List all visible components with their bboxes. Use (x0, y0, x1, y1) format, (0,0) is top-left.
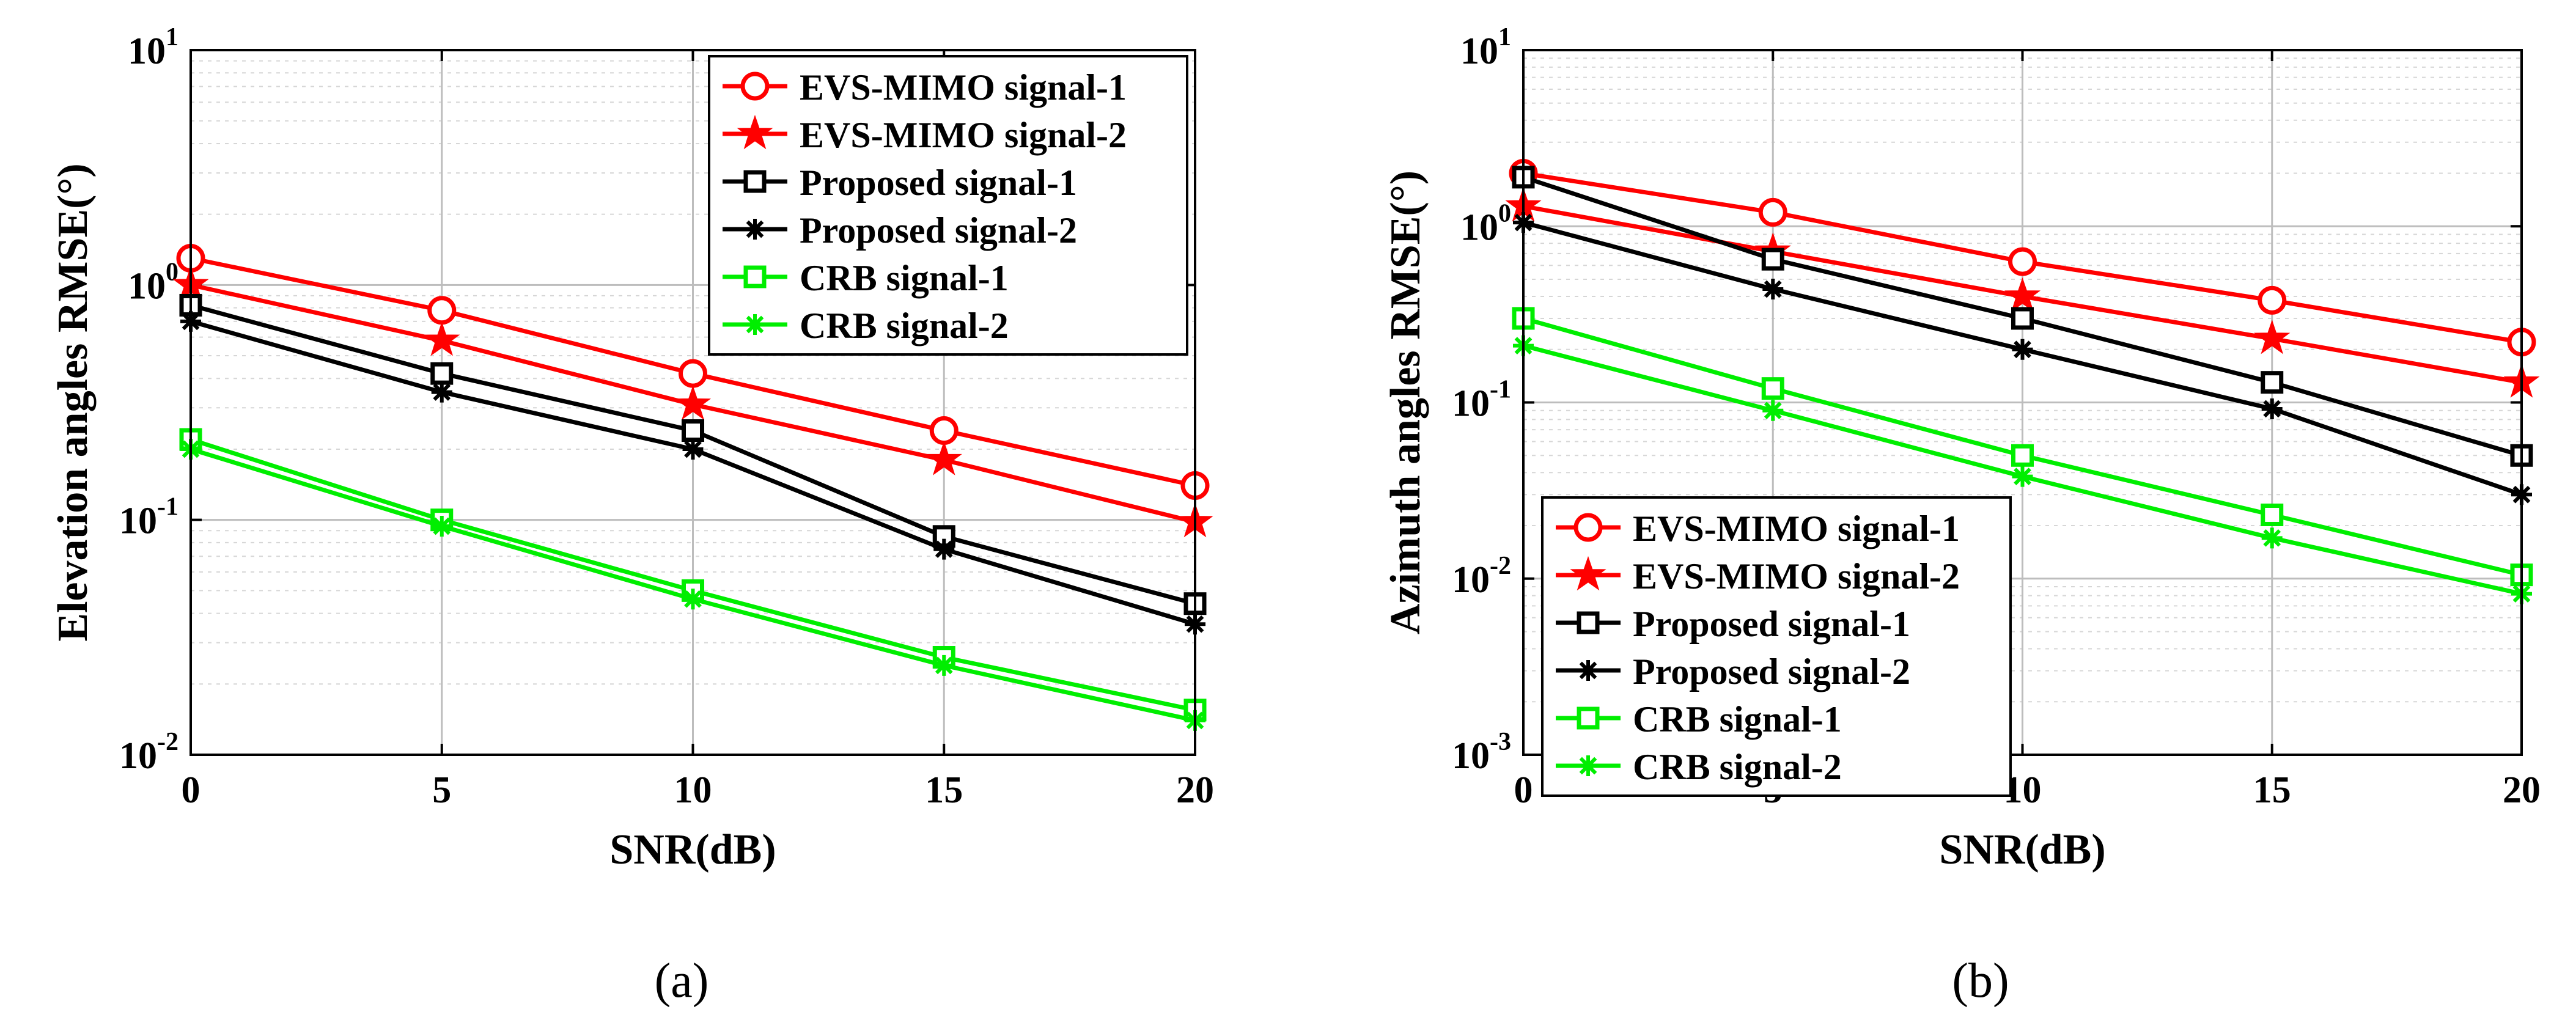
panel-b-data-point (1762, 279, 1784, 300)
panel-b-legend-label: Proposed signal-2 (1633, 651, 1910, 692)
panel-b-chart: 10-310-210-110010105101520SNR(dB)Azimuth… (1382, 23, 2541, 873)
panel-b-data-point (2008, 247, 2037, 276)
panel-b-data-point (2261, 503, 2284, 526)
panel-a-data-point (431, 515, 452, 537)
panel-b-legend: EVS-MIMO signal-1 EVS-MIMO signal-2 Propos… (1541, 496, 2012, 797)
panel-a-legend-marker (745, 314, 765, 335)
panel-a-data-point (933, 538, 955, 560)
panel-b-data-point (2261, 371, 2284, 394)
panel-a-data-point (929, 416, 959, 446)
panel-a-data-point (682, 419, 704, 442)
panel-a-series-1 (176, 244, 1210, 501)
panel-b-data-point (2258, 285, 2287, 315)
panel-b-legend-label: Proposed signal-1 (1633, 604, 1910, 644)
panel-b-data-point (2011, 307, 2034, 330)
panel-b-data-point (2261, 527, 2283, 549)
panel-b-data-point (1762, 400, 1784, 421)
panel-a-legend-label: CRB signal-2 (800, 306, 1009, 346)
panel-b-data-point (1758, 197, 1787, 227)
panel-a-y-tick-label: 100 (128, 258, 178, 307)
panel-b-data-point (2254, 320, 2291, 354)
panel-b-series-5 (1512, 307, 2533, 587)
panel-b-legend-marker (1577, 706, 1600, 730)
panel-a-legend-label: EVS-MIMO signal-1 (800, 67, 1127, 108)
panel-a-data-point (926, 441, 962, 475)
panel-b-data-point (2004, 277, 2041, 312)
panel-a-data-point (427, 296, 457, 325)
panel-a-x-tick-label: 5 (432, 769, 451, 811)
panel-b-legend-label: CRB signal-1 (1633, 699, 1842, 739)
panel-b-legend-marker (1577, 611, 1600, 634)
panel-b-x-tick-label: 20 (2503, 769, 2541, 811)
panel-a-legend: EVS-MIMO signal-1 EVS-MIMO signal-2 Propos… (708, 55, 1188, 356)
panel-b-data-point (2012, 339, 2033, 360)
panel-a-y-tick-label: 101 (128, 23, 178, 72)
panel-b-legend-marker (1570, 556, 1606, 591)
panel-a-data-point (682, 589, 704, 610)
panel-b-legend-marker (1578, 660, 1599, 681)
panel-a-data-point (679, 359, 707, 388)
panel-b-legend-marker (1573, 513, 1603, 542)
panel-a-legend-marker (745, 219, 765, 240)
panel-b-data-point (2011, 444, 2034, 467)
panel-b-axes-frame (1522, 49, 2523, 756)
panel-a-y-tick-label: 10-2 (119, 728, 178, 777)
panel-a-caption: (a) (654, 954, 709, 1008)
panel-b-y-tick-label: 101 (1460, 23, 1511, 72)
panel-b-data-point (1761, 377, 1784, 400)
panel-a-legend-label: Proposed signal-2 (800, 210, 1077, 251)
panel-a-x-tick-label: 15 (925, 769, 963, 811)
panel-b-y-tick-label: 100 (1460, 199, 1511, 248)
panel-a-y-axis-label: Elevation angles RMSE(°) (50, 163, 97, 641)
panel-a-data-point (430, 362, 454, 385)
panel-a-x-tick-label: 0 (182, 769, 201, 811)
panel-b-x-tick-label: 15 (2253, 769, 2291, 811)
panel-a-chart: 10-2 10-1 100 101 0 5 10 15 20 SNR(dB) Elevation a… (50, 23, 1214, 873)
panel-a-x-tick-label: 10 (674, 769, 712, 811)
panel-b-legend-box (1541, 496, 2012, 797)
panel-a-data-point (431, 381, 452, 403)
panel-b-y-tick-label: 10-3 (1452, 728, 1511, 777)
panel-b-legend-label: EVS-MIMO signal-2 (1633, 556, 1960, 596)
panel-a-legend-label: CRB signal-1 (800, 258, 1009, 298)
panel-a-data-point (682, 438, 704, 460)
panel-a-legend-label: EVS-MIMO signal-2 (800, 115, 1127, 155)
panel-a-x-axis-label: SNR(dB) (609, 826, 776, 873)
panel-a-legend-marker (743, 170, 767, 193)
panel-a-data-point (674, 385, 712, 420)
panel-b-x-tick-label: 0 (1514, 769, 1533, 811)
panel-b-data-point (2012, 466, 2033, 487)
panel-a-legend-marker (743, 265, 767, 288)
panel-b-y-tick-label: 10-2 (1452, 552, 1511, 601)
panel-b-legend-marker (1578, 755, 1599, 776)
panel-b-y-axis-label: Azimuth angles RMSE(°) (1382, 171, 1429, 634)
panel-a-legend-box (708, 55, 1188, 356)
panel-a-y-tick-label: 10-1 (119, 493, 178, 542)
panel-b-legend-label: EVS-MIMO signal-1 (1633, 508, 1960, 549)
panel-b-data-point (1761, 248, 1784, 271)
panel-a-data-point (933, 655, 955, 676)
panel-b-data-point (2261, 398, 2283, 419)
panel-a-legend-marker (740, 72, 770, 101)
panel-a-legend-label: Proposed signal-1 (800, 163, 1077, 203)
panel-b-x-axis-label: SNR(dB) (1939, 826, 2105, 873)
panel-a-axes-frame (190, 49, 1196, 756)
panel-a-legend-marker (737, 114, 773, 150)
panel-b-legend-label: CRB signal-2 (1633, 747, 1842, 787)
panel-b-y-tick-label: 10-1 (1452, 376, 1511, 425)
panel-b-caption: (b) (1952, 954, 2009, 1008)
panel-a-x-tick-label: 20 (1176, 769, 1214, 811)
panel-a-data-point (424, 321, 460, 356)
